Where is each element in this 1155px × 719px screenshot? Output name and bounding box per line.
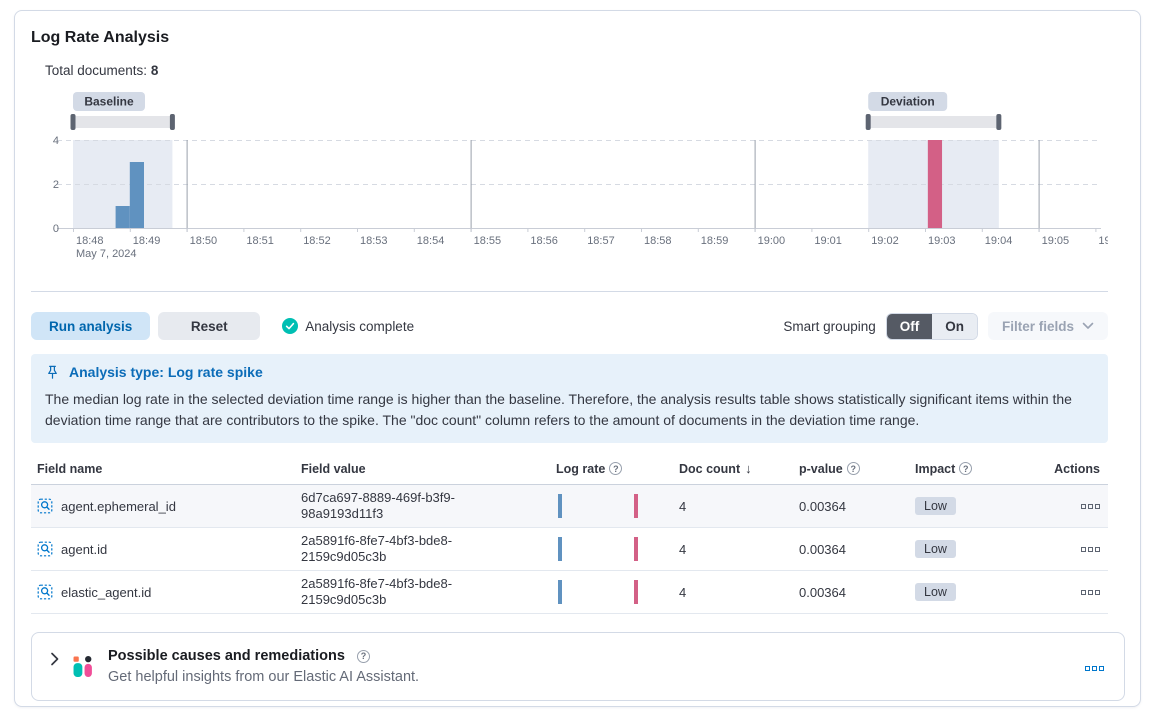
baseline-bar <box>558 494 562 518</box>
field-stats-icon[interactable] <box>37 584 53 600</box>
pin-icon <box>48 365 57 379</box>
svg-text:May 7, 2024: May 7, 2024 <box>76 248 137 260</box>
table-row: agent.ephemeral_id 6d7ca697-8889-469f-b3… <box>31 485 1108 528</box>
log-rate-analysis-panel: Log Rate Analysis Total documents: 8 0 2 4… <box>14 10 1141 707</box>
field-stats-icon[interactable] <box>37 498 53 514</box>
impact-help-icon[interactable]: ? <box>959 462 973 475</box>
svg-text:19:01: 19:01 <box>814 235 842 247</box>
callout-title: Analysis type: Log rate spike <box>69 364 263 380</box>
ai-panel-actions-icon[interactable] <box>1085 666 1104 671</box>
page-title: Log Rate Analysis <box>31 29 170 46</box>
log-rate-sparkline <box>556 536 640 562</box>
table-row: elastic_agent.id 2a5891f6-8fe7-4bf3-bde8… <box>31 571 1108 614</box>
column-header-field-name[interactable]: Field name <box>37 461 103 476</box>
smart-grouping-label: Smart grouping <box>783 318 876 334</box>
svg-text:Deviation: Deviation <box>881 95 935 109</box>
column-header-actions: Actions <box>1054 461 1100 476</box>
row-actions-icon[interactable] <box>1081 503 1100 509</box>
field-stats-icon[interactable] <box>37 541 53 557</box>
field-name: elastic_agent.id <box>61 584 152 600</box>
ai-panel-subtitle: Get helpful insights from our Elastic AI… <box>108 669 420 685</box>
row-actions-icon[interactable] <box>1081 546 1100 552</box>
svg-text:19:06: 19:06 <box>1098 235 1108 247</box>
deviation-bar <box>634 494 638 518</box>
column-header-impact[interactable]: Impact ? <box>909 462 1029 476</box>
p-value: 0.00364 <box>799 541 846 557</box>
field-name: agent.id <box>61 541 108 557</box>
chevron-down-icon <box>1082 322 1094 329</box>
svg-text:18:54: 18:54 <box>417 235 445 247</box>
log-rate-help-icon[interactable]: ? <box>609 462 623 475</box>
svg-text:4: 4 <box>53 135 59 147</box>
doc-count: 4 <box>679 498 687 514</box>
doc-count: 4 <box>679 584 687 600</box>
field-name: agent.ephemeral_id <box>61 498 176 514</box>
svg-text:18:49: 18:49 <box>133 235 161 247</box>
ai-assistant-panel: Possible causes and remediations ? Get h… <box>31 632 1125 701</box>
p-value-help-icon[interactable]: ? <box>846 462 860 475</box>
svg-text:18:55: 18:55 <box>474 235 502 247</box>
svg-text:18:48: 18:48 <box>76 235 104 247</box>
svg-text:18:57: 18:57 <box>587 235 615 247</box>
column-header-doc-count[interactable]: Doc count ↓ <box>679 461 752 476</box>
svg-text:19:05: 19:05 <box>1042 235 1070 247</box>
row-actions-icon[interactable] <box>1081 589 1100 595</box>
svg-text:Baseline: Baseline <box>84 95 134 109</box>
svg-text:0: 0 <box>53 223 59 235</box>
svg-text:19:03: 19:03 <box>928 235 956 247</box>
accordion-chevron-right-icon[interactable] <box>48 650 61 671</box>
column-header-p-value[interactable]: p-value ? <box>793 462 909 476</box>
document-count-chart[interactable]: 0 2 4 18:48 18:49 18:50 18:51 18:52 18:53 18:54 18… <box>43 92 1126 265</box>
table-row: agent.id 2a5891f6-8fe7-4bf3-bde8-2159c9d… <box>31 528 1108 571</box>
p-value: 0.00364 <box>799 584 846 600</box>
field-value: 2a5891f6-8fe7-4bf3-bde8-2159c9d05c3b <box>301 576 453 607</box>
p-value: 0.00364 <box>799 498 846 514</box>
analysis-type-callout: Analysis type: Log rate spike The median… <box>31 354 1108 443</box>
total-documents-label: Total documents: <box>45 63 148 78</box>
field-value: 2a5891f6-8fe7-4bf3-bde8-2159c9d05c3b <box>301 533 453 564</box>
analysis-status: Analysis complete <box>282 318 414 334</box>
table-header-row: Field name Field value Log rate ? Doc co… <box>31 455 1108 485</box>
ai-panel-help-icon[interactable]: ? <box>356 649 370 663</box>
check-circle-icon <box>282 318 299 334</box>
svg-text:19:00: 19:00 <box>758 235 786 247</box>
svg-text:18:59: 18:59 <box>701 235 729 247</box>
doc-count: 4 <box>679 541 687 557</box>
section-divider <box>31 291 1108 292</box>
column-header-field-value[interactable]: Field value <box>301 461 366 476</box>
total-documents: Total documents: 8 <box>45 63 1124 78</box>
column-header-log-rate[interactable]: Log rate ? <box>550 462 673 476</box>
callout-body: The median log rate in the selected devi… <box>45 391 1072 428</box>
svg-text:18:52: 18:52 <box>303 235 331 247</box>
svg-text:18:51: 18:51 <box>246 235 274 247</box>
run-analysis-button[interactable]: Run analysis <box>31 312 151 340</box>
smart-grouping-on-button[interactable]: On <box>932 313 977 339</box>
svg-text:19:02: 19:02 <box>871 235 899 247</box>
log-rate-histogram[interactable]: 0 2 4 18:48 18:49 18:50 18:51 18:52 18:53 18:54 18… <box>43 92 1126 260</box>
log-rate-sparkline <box>556 493 640 519</box>
controls-row: Run analysis Reset Analysis complete Sma… <box>31 312 1108 340</box>
results-table: Field name Field value Log rate ? Doc co… <box>31 455 1108 614</box>
sort-desc-icon: ↓ <box>745 461 752 476</box>
svg-text:19:04: 19:04 <box>985 235 1013 247</box>
smart-grouping-off-button[interactable]: Off <box>886 313 933 339</box>
impact-badge: Low <box>915 540 956 558</box>
total-documents-value: 8 <box>150 63 159 78</box>
ai-panel-title: Possible causes and remediations <box>108 648 345 664</box>
svg-text:18:56: 18:56 <box>530 235 558 247</box>
smart-grouping-toggle: Off On <box>885 312 978 340</box>
field-value: 6d7ca697-8889-469f-b3f9-98a9193d11f3 <box>301 490 455 521</box>
log-rate-sparkline <box>556 579 640 605</box>
reset-button[interactable]: Reset <box>158 312 261 340</box>
impact-badge: Low <box>915 583 956 601</box>
filter-fields-label: Filter fields <box>1001 318 1074 334</box>
svg-text:2: 2 <box>53 179 59 191</box>
svg-text:18:50: 18:50 <box>190 235 218 247</box>
analysis-status-text: Analysis complete <box>305 318 415 334</box>
filter-fields-button[interactable]: Filter fields <box>987 312 1108 340</box>
impact-badge: Low <box>915 497 956 515</box>
svg-text:18:58: 18:58 <box>644 235 672 247</box>
elastic-ai-assistant-icon <box>73 656 92 677</box>
svg-text:18:53: 18:53 <box>360 235 388 247</box>
